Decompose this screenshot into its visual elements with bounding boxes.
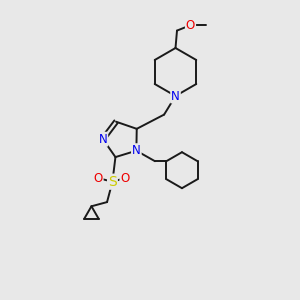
- Text: O: O: [120, 172, 130, 184]
- Text: S: S: [108, 175, 117, 189]
- Text: O: O: [93, 172, 103, 184]
- Text: O: O: [186, 19, 195, 32]
- Text: N: N: [171, 89, 180, 103]
- Text: N: N: [132, 144, 141, 157]
- Text: N: N: [98, 133, 107, 146]
